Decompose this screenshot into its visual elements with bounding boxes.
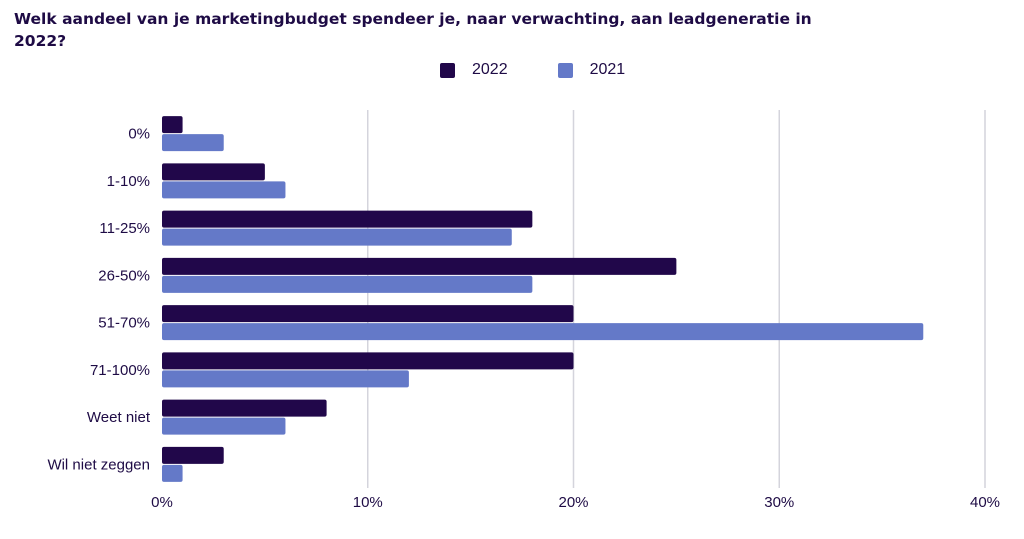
legend-label-2022: 2022	[472, 61, 508, 78]
category-label: 51-70%	[98, 315, 150, 332]
legend-item-2022: 2022	[440, 61, 508, 79]
x-tick-label: 0%	[151, 494, 173, 511]
x-tick-label: 30%	[764, 494, 794, 511]
x-tick-label: 40%	[970, 494, 1000, 511]
legend-swatch-2021	[557, 62, 573, 78]
bar-2021	[162, 134, 224, 152]
x-tick-label: 20%	[558, 494, 588, 511]
legend-item-2021: 2021	[557, 61, 626, 79]
category-label: Weet niet	[87, 409, 151, 426]
bar-2021	[162, 464, 183, 482]
chart-legend: 2022 2021	[440, 60, 675, 80]
bar-2021	[162, 228, 512, 246]
bar-2022	[162, 352, 574, 370]
bar-2022	[162, 257, 677, 275]
chart-title: Welk aandeel van je marketingbudget spen…	[14, 10, 812, 50]
bar-2022	[162, 116, 183, 134]
legend-label-2021: 2021	[589, 61, 626, 78]
bar-2022	[162, 210, 533, 228]
bar-2021	[162, 275, 533, 293]
bar-2022	[162, 446, 224, 464]
bar-2021	[162, 417, 286, 435]
category-label: 11-25%	[99, 220, 150, 237]
bar-2021	[162, 370, 409, 388]
category-label: Wil niet zeggen	[47, 456, 150, 473]
bar-2021	[162, 323, 924, 341]
x-tick-label: 10%	[353, 494, 383, 511]
category-label: 71-100%	[90, 362, 150, 379]
bar-2022	[162, 399, 327, 417]
legend-swatch-2022	[440, 62, 455, 78]
category-label: 0%	[128, 126, 150, 143]
category-label: 1-10%	[107, 173, 150, 190]
bar-2021	[162, 181, 286, 199]
bar-2022	[162, 305, 574, 323]
category-label: 26-50%	[98, 267, 150, 284]
bar-2022	[162, 163, 265, 181]
